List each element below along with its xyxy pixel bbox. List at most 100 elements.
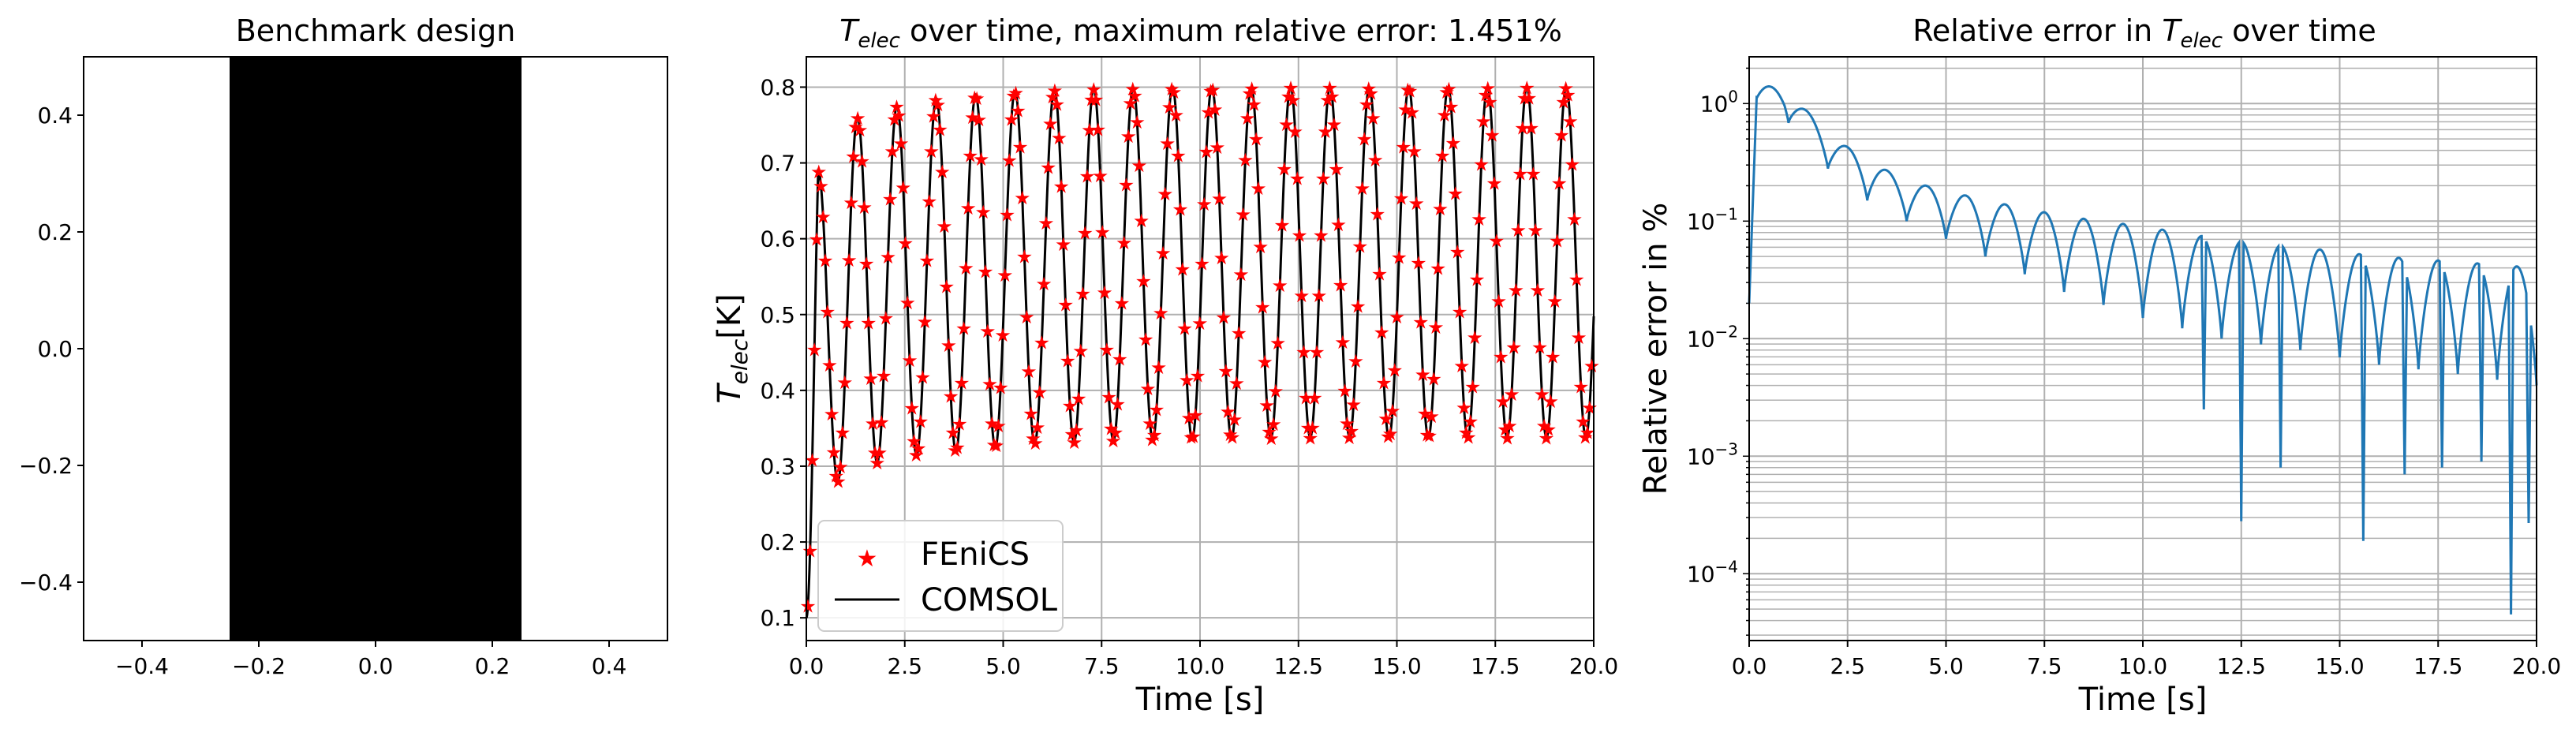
data-point-fenics: ★ — [1583, 355, 1601, 377]
data-point-fenics: ★ — [984, 413, 1001, 435]
data-point-fenics: ★ — [875, 364, 892, 387]
data-point-fenics: ★ — [1148, 399, 1165, 421]
data-point-fenics: ★ — [823, 403, 840, 425]
data-point-fenics: ★ — [1572, 375, 1590, 398]
data-point-fenics: ★ — [1220, 401, 1237, 423]
data-point-fenics: ★ — [1419, 424, 1436, 446]
data-point-fenics: ★ — [1479, 77, 1497, 99]
data-point-fenics: ★ — [1122, 92, 1139, 114]
data-point-fenics: ★ — [1183, 427, 1200, 449]
data-point-fenics: ★ — [1116, 232, 1133, 254]
series-markers-fenics: ★★★★★★★★★★★★★★★★★★★★★★★★★★★★★★★★★★★★★★★★… — [799, 77, 1600, 617]
data-point-fenics: ★ — [921, 191, 938, 213]
data-point-fenics: ★ — [910, 438, 927, 460]
data-point-fenics: ★ — [1416, 403, 1434, 425]
x-tick-label: 20.0 — [2512, 653, 2561, 679]
data-point-fenics: ★ — [953, 372, 970, 394]
data-point-fenics: ★ — [1363, 82, 1380, 104]
data-point-fenics: ★ — [1369, 204, 1386, 226]
data-point-fenics: ★ — [832, 456, 849, 478]
x-axis-label-error: Time [s] — [2078, 682, 2208, 718]
data-point-fenics: ★ — [1302, 427, 1319, 449]
data-point-fenics: ★ — [891, 104, 908, 126]
data-point-fenics: ★ — [1066, 432, 1083, 454]
x-tick-label: 17.5 — [1471, 653, 1520, 679]
data-point-fenics: ★ — [999, 204, 1016, 226]
title-t-symbol-2: T — [2162, 13, 2182, 48]
data-point-fenics: ★ — [1209, 136, 1226, 159]
data-point-fenics: ★ — [1371, 263, 1389, 285]
data-point-fenics: ★ — [1389, 306, 1406, 328]
chart-title-telec: Telec over time, maximum relative error:… — [839, 13, 1562, 53]
data-point-fenics: ★ — [1505, 336, 1523, 358]
data-point-fenics: ★ — [1297, 387, 1314, 409]
data-point-fenics: ★ — [1415, 364, 1432, 386]
data-point-fenics: ★ — [1060, 350, 1077, 372]
data-point-fenics: ★ — [1423, 405, 1441, 428]
data-point-fenics: ★ — [1531, 336, 1549, 358]
data-point-fenics: ★ — [985, 434, 1003, 456]
data-point-fenics: ★ — [1464, 375, 1482, 398]
data-point-fenics: ★ — [1068, 420, 1086, 442]
data-point-fenics: ★ — [1131, 155, 1148, 177]
data-point-fenics: ★ — [810, 161, 828, 183]
data-point-fenics: ★ — [1393, 188, 1410, 210]
design-ticks: −0.4 −0.2 0.0 0.2 0.4 −0.4 −0.2 0.0 0.2 0.4 — [19, 103, 626, 679]
data-point-fenics: ★ — [1328, 159, 1345, 181]
benchmark-design-chart: Benchmark design −0.4 −0.2 0.0 0.2 0.4−0.4−0… — [19, 13, 668, 679]
data-point-fenics: ★ — [1232, 263, 1250, 286]
data-point-fenics: ★ — [806, 339, 823, 361]
data-point-fenics: ★ — [923, 140, 940, 163]
data-point-fenics: ★ — [828, 465, 845, 487]
data-point-fenics: ★ — [1165, 81, 1183, 103]
y-tick-label: 10−3 — [1687, 439, 1738, 469]
data-point-fenics: ★ — [888, 96, 906, 118]
data-point-fenics: ★ — [1451, 301, 1468, 323]
data-point-fenics: ★ — [1241, 82, 1258, 104]
data-point-fenics: ★ — [1189, 365, 1206, 387]
y-tick-label: 0.2 — [37, 219, 73, 245]
data-point-fenics: ★ — [1306, 387, 1323, 409]
data-point-fenics: ★ — [1462, 410, 1479, 432]
data-point-fenics: ★ — [1235, 204, 1252, 226]
data-point-fenics: ★ — [1317, 121, 1334, 143]
data-point-fenics: ★ — [1441, 78, 1458, 100]
data-point-fenics: ★ — [1555, 92, 1572, 114]
data-point-fenics: ★ — [849, 107, 866, 129]
data-point-fenics: ★ — [1314, 168, 1332, 190]
data-point-fenics: ★ — [858, 252, 875, 275]
chart-title-benchmark-design: Benchmark design — [236, 13, 516, 48]
data-point-fenics: ★ — [906, 430, 923, 452]
data-point-fenics: ★ — [1195, 193, 1213, 215]
data-point-fenics: ★ — [996, 264, 1014, 286]
data-point-fenics: ★ — [1107, 421, 1124, 443]
data-point-fenics: ★ — [1113, 293, 1131, 315]
data-point-fenics: ★ — [1499, 427, 1516, 449]
y-tick-label: 0.4 — [760, 378, 795, 404]
data-point-fenics: ★ — [1399, 79, 1416, 101]
data-point-fenics: ★ — [1514, 117, 1531, 139]
data-point-fenics: ★ — [1159, 133, 1176, 155]
data-point-fenics: ★ — [914, 367, 932, 389]
relative-error-chart: Relative error in Telec over time 0.0 2.5… — [1638, 13, 2561, 718]
data-point-fenics: ★ — [1273, 214, 1291, 236]
data-point-fenics: ★ — [1299, 417, 1317, 439]
data-point-fenics: ★ — [1261, 421, 1278, 443]
data-point-fenics: ★ — [1120, 125, 1137, 148]
y-tick-label: 0.6 — [760, 226, 795, 252]
y-tick-label: 0.5 — [760, 302, 795, 328]
data-point-fenics: ★ — [1176, 318, 1194, 340]
data-point-fenics: ★ — [979, 320, 996, 342]
title-t-suffix: over time, maximum relative error: 1.451… — [900, 13, 1562, 48]
data-point-fenics: ★ — [1009, 100, 1026, 122]
x-tick-label: 0.0 — [358, 653, 394, 679]
data-point-fenics: ★ — [1150, 357, 1168, 379]
design-region-2 — [522, 57, 667, 641]
x-tick-label: 20.0 — [1569, 653, 1618, 679]
data-point-fenics: ★ — [933, 161, 951, 183]
data-point-fenics: ★ — [1202, 80, 1220, 102]
data-point-fenics: ★ — [1139, 378, 1157, 400]
data-point-fenics: ★ — [1494, 390, 1512, 413]
data-point-fenics: ★ — [1174, 258, 1191, 280]
data-point-fenics: ★ — [1034, 331, 1051, 353]
